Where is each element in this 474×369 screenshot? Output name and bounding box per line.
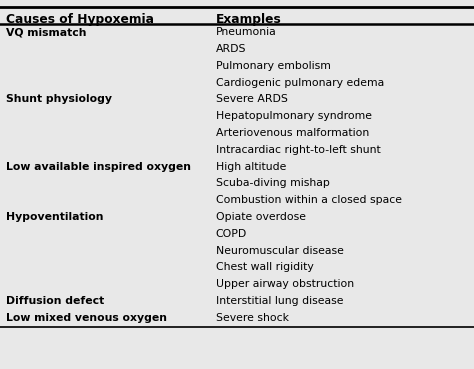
Text: VQ mismatch: VQ mismatch <box>6 27 86 37</box>
Text: Examples: Examples <box>216 13 282 26</box>
Text: Upper airway obstruction: Upper airway obstruction <box>216 279 354 289</box>
Text: Hepatopulmonary syndrome: Hepatopulmonary syndrome <box>216 111 372 121</box>
Text: Hypoventilation: Hypoventilation <box>6 212 103 222</box>
Text: Combustion within a closed space: Combustion within a closed space <box>216 195 401 205</box>
Text: Neuromuscular disease: Neuromuscular disease <box>216 246 344 256</box>
Text: Causes of Hypoxemia: Causes of Hypoxemia <box>6 13 154 26</box>
Text: Cardiogenic pulmonary edema: Cardiogenic pulmonary edema <box>216 77 384 88</box>
Text: Intracardiac right-to-left shunt: Intracardiac right-to-left shunt <box>216 145 381 155</box>
Text: Low mixed venous oxygen: Low mixed venous oxygen <box>6 313 167 323</box>
Text: Pulmonary embolism: Pulmonary embolism <box>216 61 330 71</box>
Text: Pneumonia: Pneumonia <box>216 27 276 37</box>
Text: Diffusion defect: Diffusion defect <box>6 296 104 306</box>
Text: High altitude: High altitude <box>216 162 286 172</box>
Text: Chest wall rigidity: Chest wall rigidity <box>216 262 313 272</box>
Text: Shunt physiology: Shunt physiology <box>6 94 112 104</box>
Text: Opiate overdose: Opiate overdose <box>216 212 306 222</box>
Text: COPD: COPD <box>216 229 247 239</box>
Text: ARDS: ARDS <box>216 44 246 54</box>
Text: Scuba-diving mishap: Scuba-diving mishap <box>216 178 329 189</box>
Text: Severe shock: Severe shock <box>216 313 289 323</box>
Text: Arteriovenous malformation: Arteriovenous malformation <box>216 128 369 138</box>
Text: Severe ARDS: Severe ARDS <box>216 94 288 104</box>
Text: Interstitial lung disease: Interstitial lung disease <box>216 296 343 306</box>
Text: Low available inspired oxygen: Low available inspired oxygen <box>6 162 191 172</box>
